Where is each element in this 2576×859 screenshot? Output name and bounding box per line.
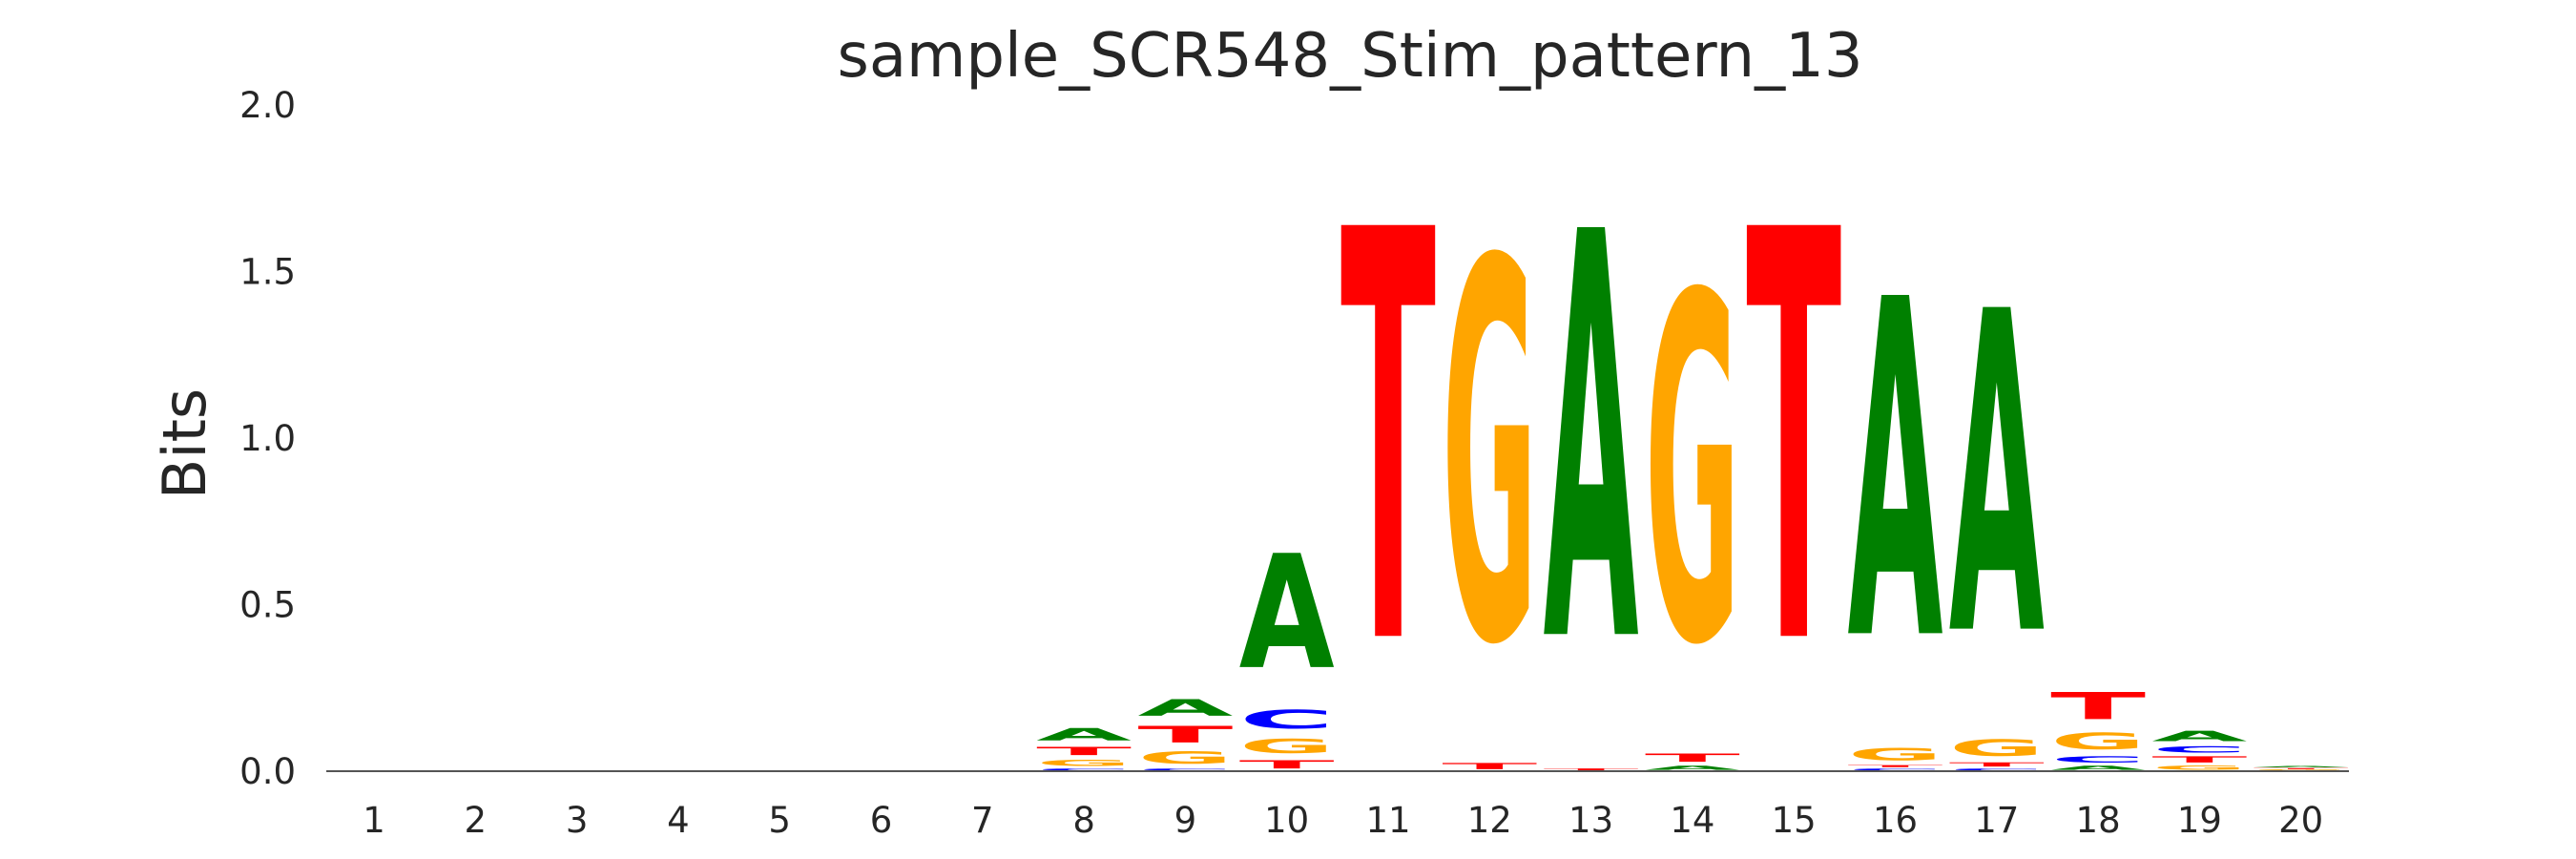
chart-title: sample_SCR548_Stim_pattern_13 (837, 21, 1862, 92)
x-tick-label: 9 (1174, 800, 1197, 841)
logo-letter-g: G (1949, 735, 2045, 762)
logo-letter-t: T (1645, 751, 1740, 765)
logo-letter-g: G (1036, 758, 1132, 767)
logo-letter-g: G (2151, 765, 2247, 771)
x-tick-label: 16 (1873, 800, 1918, 841)
logo-letter-g: G (2050, 728, 2146, 755)
logo-letter-c: C (2151, 744, 2247, 754)
logo-letter-a: A (2254, 765, 2349, 767)
logo-letter-a: A (1949, 220, 2046, 734)
logo-letter-a: A (1544, 115, 1640, 765)
logo-letter-a: A (1239, 522, 1335, 704)
logo-letter-g: G (1442, 154, 1537, 760)
logo-letter-t: T (1442, 762, 1537, 771)
y-tick-label: 1.5 (239, 252, 296, 293)
logo-letter-a: A (1036, 724, 1132, 744)
logo-letter-g: G (1239, 735, 1335, 758)
y-tick-label: 2.0 (239, 85, 296, 126)
x-tick-label: 8 (1072, 800, 1095, 841)
x-tick-label: 5 (768, 800, 791, 841)
logo-letter-t: T (1340, 115, 1437, 769)
logo-letter-a: A (1848, 202, 1944, 743)
x-tick-label: 18 (2076, 800, 2121, 841)
logo-letter-c: C (1137, 768, 1233, 771)
logo-letter-c: C (2050, 755, 2146, 765)
y-tick-label: 0.0 (239, 751, 296, 792)
y-axis-label: Bits (150, 388, 219, 499)
logo-letter-t: T (1137, 722, 1234, 748)
logo-letter-c: C (1848, 768, 1943, 771)
logo-letter-c: C (1949, 768, 2045, 771)
x-tick-label: 11 (1365, 800, 1410, 841)
x-tick-label: 12 (1467, 800, 1512, 841)
x-tick-label: 10 (1264, 800, 1309, 841)
logo-letter-a: A (2151, 728, 2247, 744)
x-tick-label: 19 (2177, 800, 2222, 841)
logo-letter-g: G (1848, 744, 1943, 765)
logo-letter-t: T (1239, 758, 1335, 771)
logo-letter-t: T (1746, 115, 1842, 769)
logo-letter-g: G (1645, 196, 1740, 750)
logo-letter-t: T (2254, 768, 2349, 770)
logo-letter-t: T (1544, 768, 1639, 771)
x-tick-label: 17 (1974, 800, 2019, 841)
x-axis-ticks: 1 2 3 4 5 6 7 8 9 10 11 12 13 14 15 16 17 18 19 20 (363, 800, 2323, 841)
logo-letter-t: T (2151, 755, 2247, 765)
x-tick-label: 15 (1772, 800, 1817, 841)
logo-letter-c: C (1239, 705, 1335, 735)
x-tick-label: 1 (363, 800, 385, 841)
x-tick-label: 2 (465, 800, 488, 841)
y-tick-label: 0.5 (239, 585, 296, 626)
x-tick-label: 3 (566, 800, 589, 841)
logo-letter-c: C (1036, 768, 1132, 771)
x-tick-label: 6 (870, 800, 893, 841)
logo-letter-t: T (1036, 744, 1132, 758)
x-tick-label: 20 (2278, 800, 2323, 841)
x-tick-label: 13 (1568, 800, 1613, 841)
y-axis-ticks: 0.0 0.5 1.0 1.5 2.0 (239, 85, 296, 792)
logo-letter-a: A (2050, 765, 2146, 771)
y-tick-label: 1.0 (239, 418, 296, 459)
logo-letter-a: A (1645, 765, 1740, 771)
x-tick-label: 7 (971, 800, 994, 841)
logo-letter-t: T (1848, 765, 1943, 767)
logo-letter-t: T (2050, 685, 2146, 728)
logo-letter-t: T (1949, 762, 2045, 768)
logo-letter-a: A (1137, 695, 1233, 722)
x-tick-label: 14 (1670, 800, 1714, 841)
logo-stacks: CGTACGTATGCATTGTAATGTCTGACTGAACGTGTCAGTA (1036, 115, 2349, 771)
logo-letter-g: G (1137, 748, 1233, 768)
x-tick-label: 4 (667, 800, 690, 841)
